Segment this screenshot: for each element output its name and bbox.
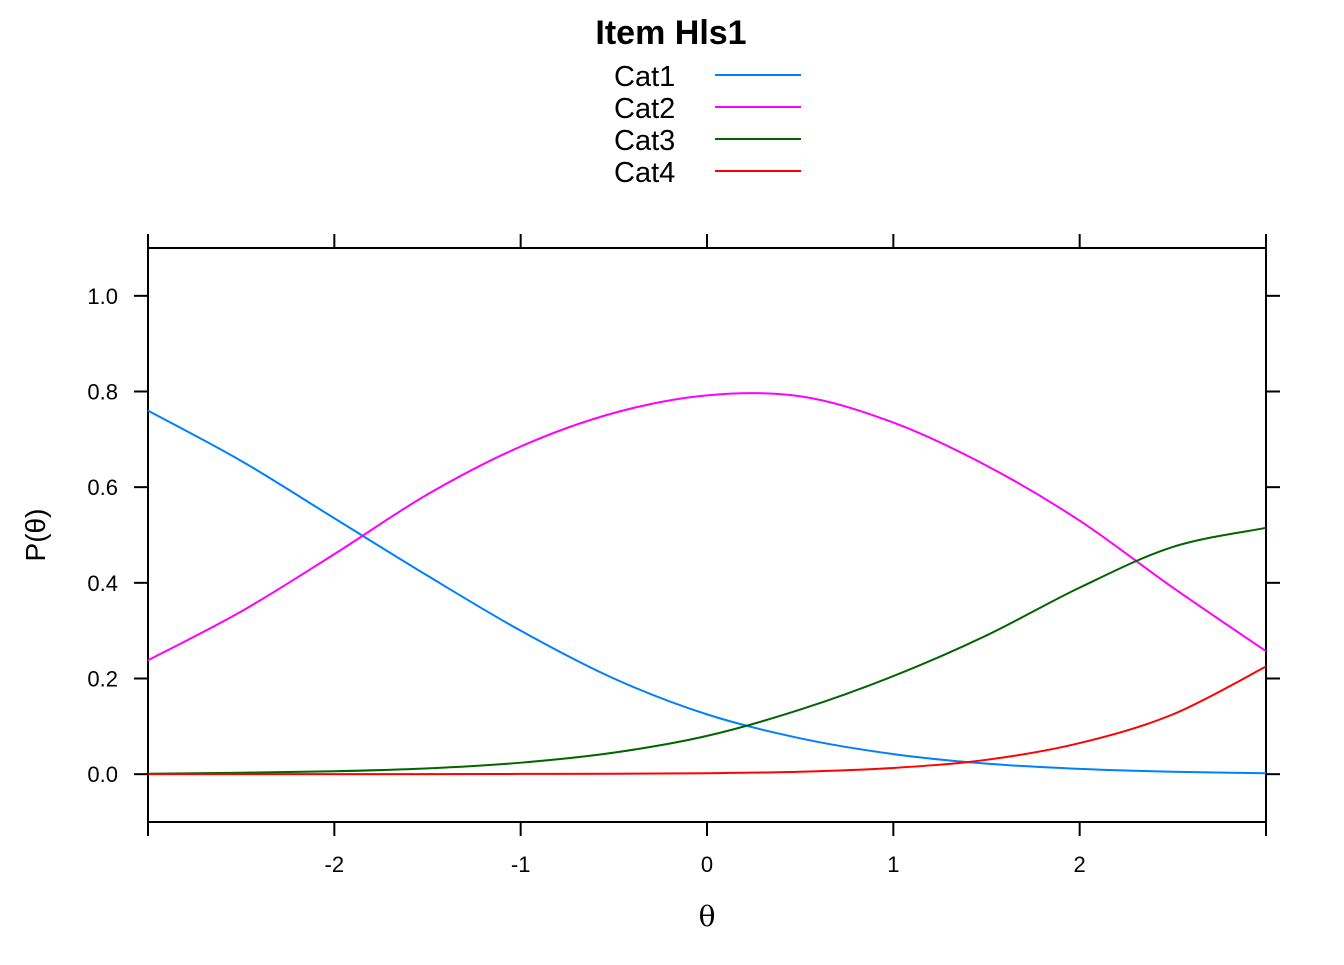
y-tick-label: 0.6 <box>87 475 118 500</box>
legend-label: Cat1 <box>614 61 675 93</box>
series-line-cat3 <box>147 526 1267 775</box>
legend-label: Cat2 <box>614 93 675 125</box>
x-tick-label: -1 <box>511 852 531 877</box>
series-line-cat1 <box>147 409 1267 775</box>
legend-label: Cat4 <box>614 157 675 189</box>
x-axis: -2 -1 0 1 2 <box>147 234 1267 877</box>
y-tick-label: 0.0 <box>87 762 118 787</box>
legend-item-cat3: Cat3 <box>614 125 801 157</box>
y-tick-label: 0.2 <box>87 667 118 692</box>
x-tick-label: 0 <box>701 852 713 877</box>
y-tick-label: 0.8 <box>87 380 118 405</box>
x-tick-label: 2 <box>1074 852 1086 877</box>
chart-title: Item Hls1 <box>595 14 746 52</box>
y-tick-label: 0.4 <box>87 571 118 596</box>
y-axis-label: P(θ) <box>20 509 51 562</box>
legend-item-cat2: Cat2 <box>614 93 801 125</box>
series-line-cat4 <box>148 665 1267 776</box>
series-line-cat2 <box>147 392 1267 662</box>
legend-item-cat4: Cat4 <box>614 157 801 189</box>
y-axis: 0.0 0.2 0.4 0.6 0.8 1.0 <box>87 284 1280 787</box>
x-axis-label: θ <box>699 900 716 933</box>
legend-item-cat1: Cat1 <box>614 61 801 93</box>
x-tick-label: 1 <box>887 852 899 877</box>
x-tick-label: -2 <box>325 852 345 877</box>
legend-label: Cat3 <box>614 125 675 157</box>
series-lines <box>147 392 1267 776</box>
y-tick-label: 1.0 <box>87 284 118 309</box>
